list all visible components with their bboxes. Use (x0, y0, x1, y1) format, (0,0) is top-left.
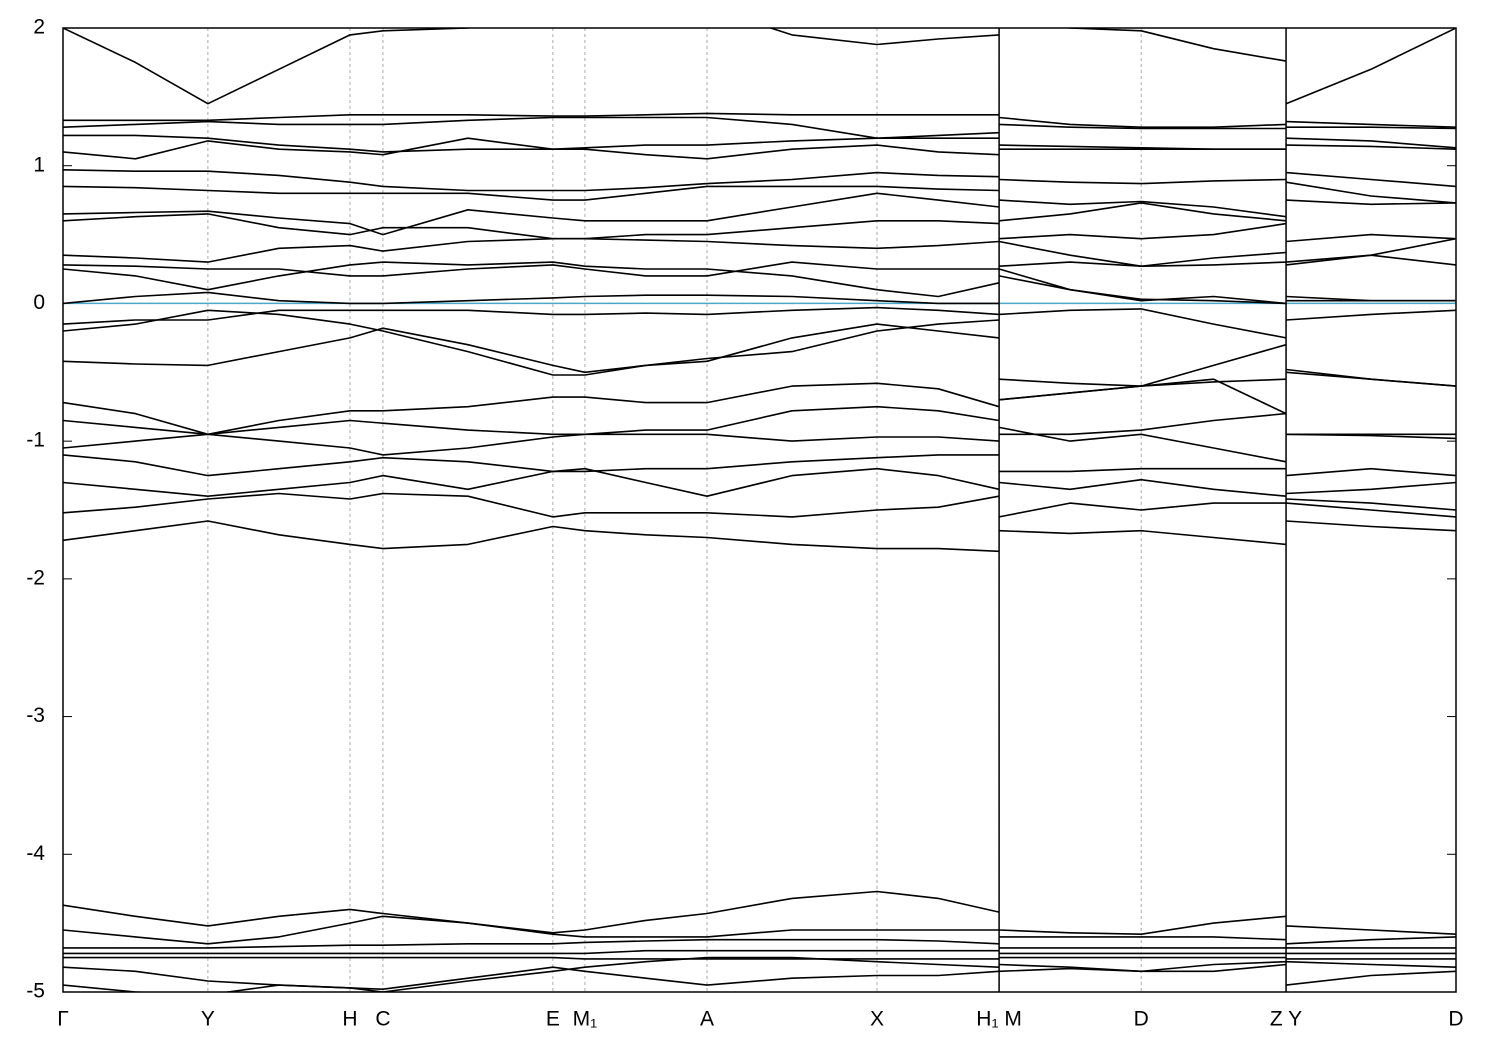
band-line (63, 520, 1456, 553)
x-tick-label: C (375, 1008, 390, 1031)
band-line (63, 192, 1456, 236)
band-line (63, 956, 1456, 960)
band-line (63, 378, 1456, 436)
band-line (63, 28, 1456, 105)
plot-frame (62, 27, 1457, 993)
band-line (63, 949, 1456, 955)
band-line (63, 405, 1456, 440)
band-line (63, 237, 1456, 267)
y-tick-label: -2 (26, 566, 45, 589)
x-tick-label: D (1448, 1008, 1463, 1031)
plot-area (63, 28, 1456, 992)
x-tick-label: Z Y (1270, 1008, 1302, 1031)
band-line (63, 137, 1456, 160)
x-tick-label: H₁ M (976, 1008, 1022, 1031)
x-tick-label: H (342, 1008, 357, 1031)
band-line (63, 319, 1456, 401)
x-tick-label: M₁ (573, 1008, 598, 1031)
band-line (63, 454, 1456, 495)
band-line (63, 426, 1456, 477)
y-tick-label: -4 (26, 842, 45, 865)
y-tick-label: 2 (33, 16, 45, 39)
band-line (63, 116, 1456, 139)
y-tick-label: -3 (26, 704, 45, 727)
band-line (63, 309, 1456, 387)
y-tick-label: -5 (26, 980, 45, 1003)
x-tick-label: Y (201, 1008, 215, 1031)
band-line (63, 960, 1456, 990)
band-line (63, 254, 1456, 277)
band-line (63, 467, 1456, 511)
y-tick-label: -1 (26, 429, 45, 452)
band-line (63, 492, 1456, 518)
band-line (63, 268, 1456, 305)
band-line (63, 169, 1456, 192)
y-tick-label: 0 (33, 291, 45, 314)
y-tick-label: 1 (33, 153, 45, 176)
band-line (63, 181, 1456, 218)
x-tick-label: Γ (57, 1008, 69, 1031)
band-line (63, 915, 1456, 945)
x-tick-label: X (870, 1008, 884, 1031)
x-tick-label: A (700, 1008, 714, 1031)
band-line (63, 112, 1456, 128)
x-tick-label: E (546, 1008, 560, 1031)
band-line (63, 938, 1456, 949)
band-line (63, 890, 1456, 935)
band-line (63, 306, 1456, 339)
x-tick-label: D (1134, 1008, 1149, 1031)
